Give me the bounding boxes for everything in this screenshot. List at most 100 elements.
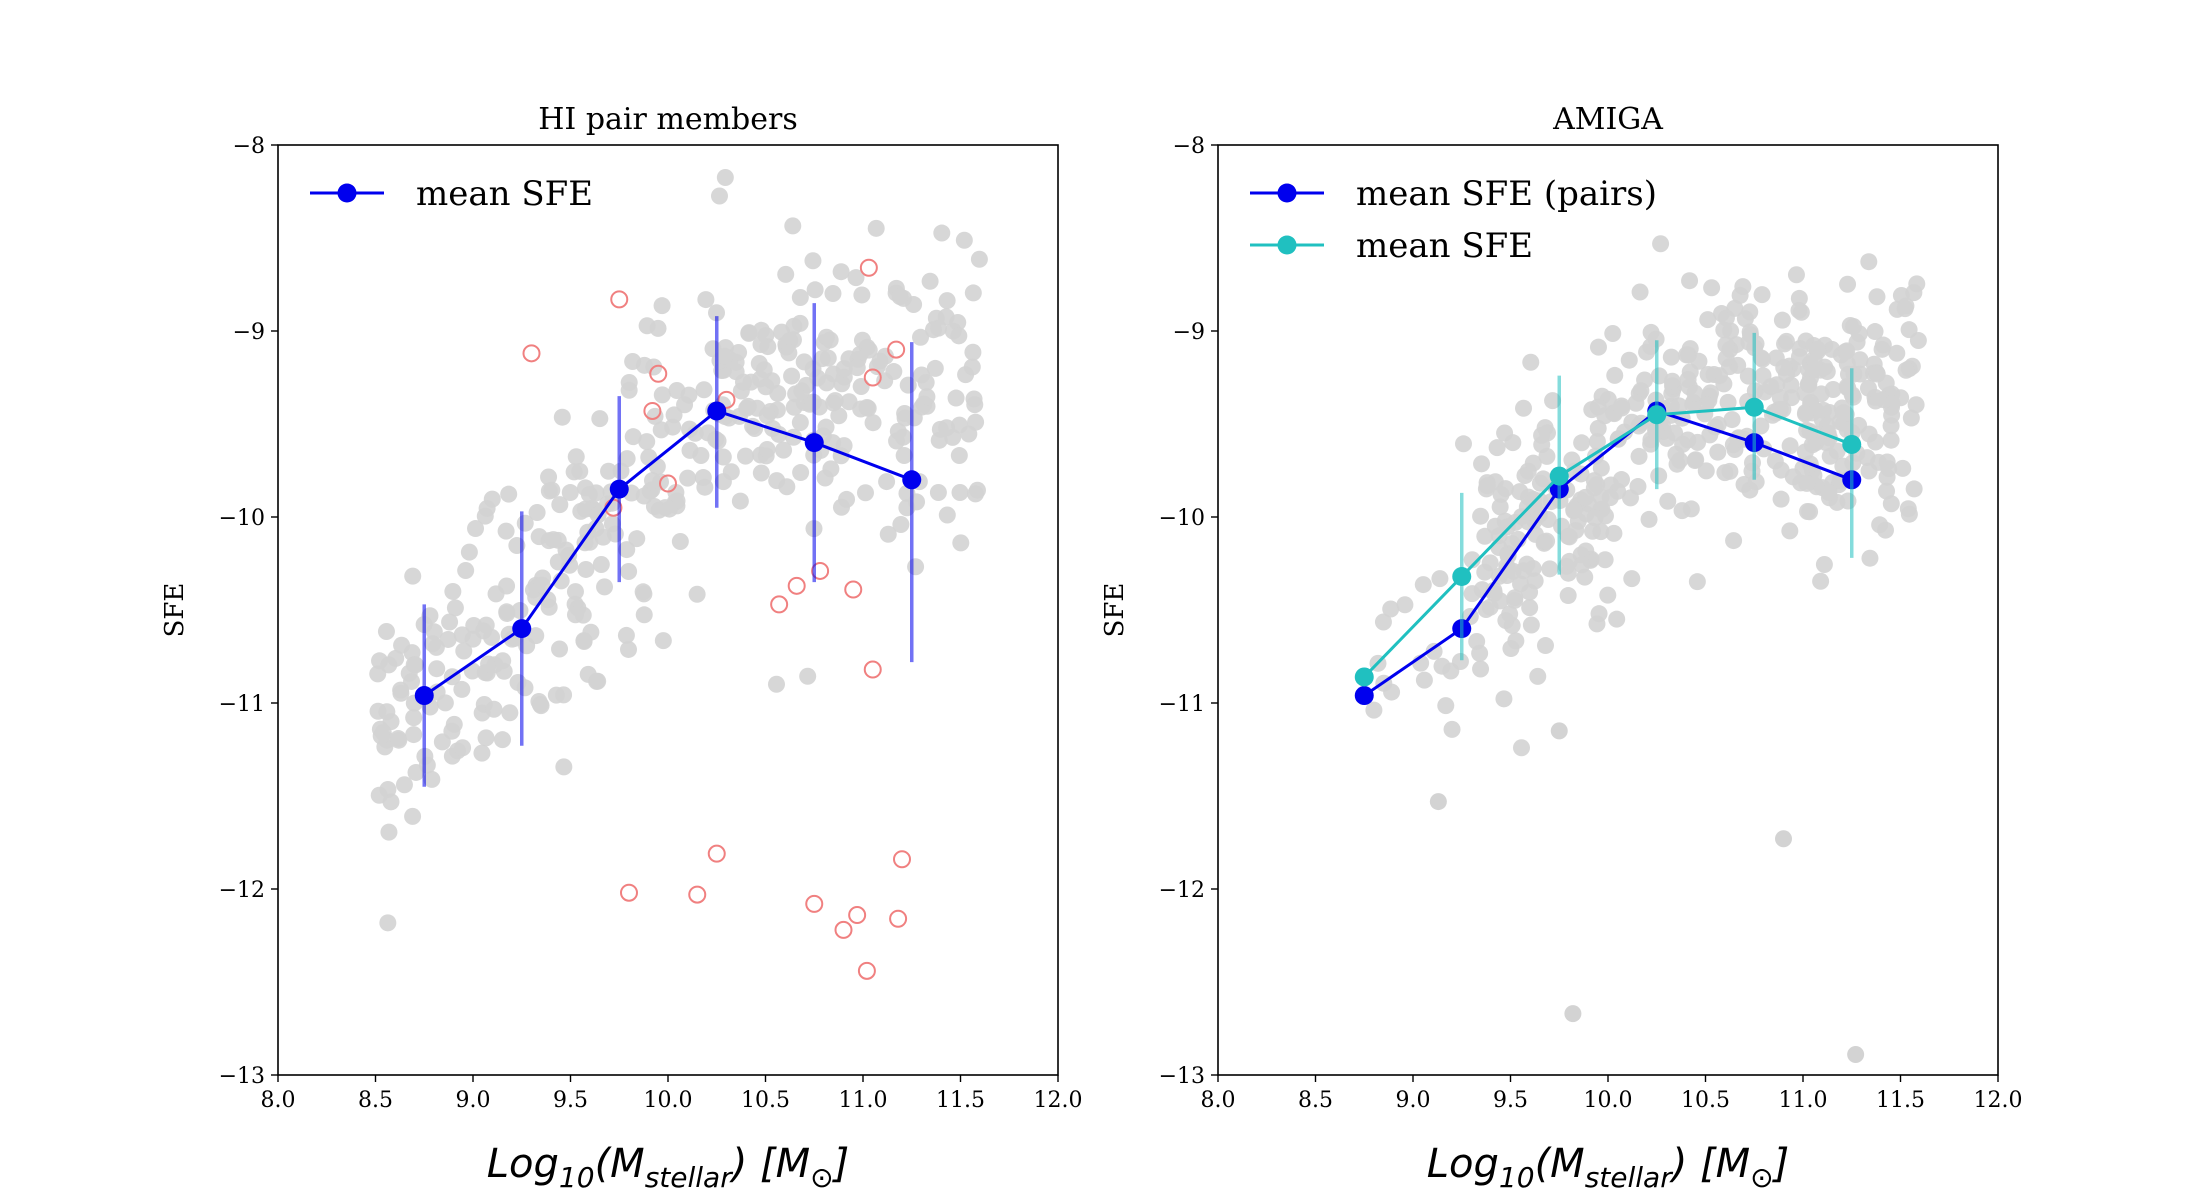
background-point [970, 250, 988, 268]
x-tick-label: 9.5 [553, 1088, 588, 1113]
background-point [716, 168, 734, 186]
outlier-point [834, 920, 853, 939]
background-point [1790, 289, 1808, 307]
background-point [1496, 424, 1514, 442]
background-point [1650, 367, 1668, 385]
legend-marker [1277, 235, 1297, 255]
background-point [1536, 637, 1554, 655]
background-point [1529, 667, 1547, 685]
background-point [1743, 454, 1761, 472]
background-point [372, 727, 390, 745]
plot-frame [1217, 144, 1999, 1076]
background-point [784, 331, 802, 349]
background-point [791, 288, 809, 306]
background-point [1506, 591, 1524, 609]
background-point [714, 448, 732, 466]
y-tick-label: −8 [1173, 134, 1205, 159]
series-mean-sfe [1354, 332, 1862, 687]
background-point [1800, 376, 1818, 394]
background-point [1882, 495, 1900, 513]
background-point [1717, 336, 1735, 354]
background-point [485, 700, 503, 718]
background-point [395, 776, 413, 794]
background-point [390, 731, 408, 749]
background-point [795, 353, 813, 371]
background-point [858, 398, 876, 416]
background-point [1565, 501, 1583, 519]
legend-marker [1277, 183, 1297, 203]
background-point [551, 496, 569, 514]
background-point [912, 328, 930, 346]
background-point [1606, 366, 1624, 384]
x-tick-label: 10.0 [644, 1088, 693, 1113]
background-point [1631, 283, 1649, 301]
background-point [1717, 349, 1735, 367]
panel-2: 8.0 8.5 9.0 9.5 10.0 10.5 11.0 11.5 12.0 −8 −9 −10 −… [1100, 102, 2022, 1194]
background-point [1803, 436, 1821, 454]
background-point [1747, 473, 1765, 491]
background-point [467, 520, 485, 538]
background-point [710, 187, 728, 205]
background-point [1504, 562, 1522, 580]
background-point [1699, 366, 1717, 384]
background-point [1773, 311, 1791, 329]
background-point [1382, 600, 1400, 618]
background-point [838, 490, 856, 508]
series-point [1744, 397, 1764, 417]
background-point [1533, 426, 1551, 444]
background-point [533, 576, 551, 594]
background-point [1897, 361, 1915, 379]
background-point [635, 356, 653, 374]
background-point [924, 321, 942, 339]
background-point [555, 758, 573, 776]
background-point [894, 428, 912, 446]
outlier-point [1847, 1046, 1865, 1064]
background-point [791, 314, 809, 332]
background-point [407, 656, 425, 674]
background-point [740, 324, 758, 342]
background-point [1415, 671, 1433, 689]
background-point [777, 265, 795, 283]
background-point [511, 602, 529, 620]
background-point [905, 296, 923, 314]
background-point [1798, 474, 1816, 492]
background-point [618, 450, 636, 468]
background-point [465, 616, 483, 634]
background-point [1689, 433, 1707, 451]
background-point [1682, 500, 1700, 518]
background-point [547, 686, 565, 704]
background-point [867, 219, 885, 237]
background-point [885, 363, 903, 381]
background-point [476, 507, 494, 525]
background-point [477, 729, 495, 747]
background-point [1627, 394, 1645, 412]
outlier-point [844, 580, 863, 599]
series-mean-sfe [414, 303, 922, 787]
background-point [775, 441, 793, 459]
background-point [1902, 409, 1920, 427]
background-point [1662, 348, 1680, 366]
background-point [638, 317, 656, 335]
background-point [1451, 653, 1469, 671]
background-point [1573, 434, 1591, 452]
series-line [1363, 405, 1853, 679]
background-point [1647, 330, 1665, 348]
background-point [1463, 551, 1481, 569]
background-point [1876, 521, 1894, 539]
background-point [1776, 335, 1794, 353]
background-point [1589, 398, 1607, 416]
x-tick-label: 8.0 [1201, 1088, 1236, 1113]
background-point [553, 408, 571, 426]
background-point [769, 384, 787, 402]
outlier-point [643, 401, 662, 420]
background-point [1679, 371, 1697, 389]
background-point [405, 726, 423, 744]
legend-entry: mean SFE (pairs) [1250, 174, 1657, 214]
background-point [494, 652, 512, 670]
background-point [871, 352, 889, 370]
background-point [1666, 424, 1684, 442]
background-point [938, 506, 956, 524]
x-axis-label: Log10(Mstellar) [M⊙] [487, 1141, 849, 1194]
background-point [653, 297, 671, 315]
background-point [1896, 300, 1914, 318]
